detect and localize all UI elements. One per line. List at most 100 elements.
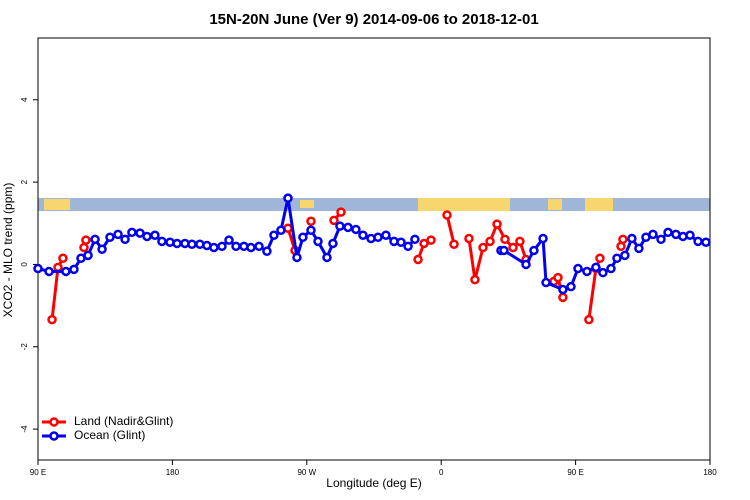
data-point (685, 230, 695, 240)
data-point (187, 239, 197, 250)
y-tick-label: 4 (20, 97, 29, 102)
data-point (701, 237, 711, 247)
data-point (627, 233, 637, 244)
data-point (269, 230, 279, 240)
data-point (648, 229, 658, 240)
y-axis-label: XCO2 - MLO trend (ppm) (1, 183, 15, 318)
data-point (656, 234, 666, 245)
data-point (500, 234, 510, 245)
data-point (663, 227, 673, 238)
data-point (83, 250, 93, 261)
x-tick-label: 90 W (297, 468, 316, 477)
data-point (217, 241, 227, 252)
data-point (573, 263, 583, 274)
chart-title: 15N-20N June (Ver 9) 2014-09-06 to 2018-… (209, 11, 538, 28)
plot-frame (37, 37, 711, 461)
data-point (373, 232, 383, 243)
data-point (396, 237, 406, 247)
data-point (329, 215, 339, 226)
data-point (335, 221, 345, 231)
data-point (515, 236, 525, 247)
data-point (419, 238, 429, 249)
data-point (693, 236, 703, 247)
legend-label: Ocean (Glint) (74, 428, 145, 442)
data-point (306, 225, 316, 236)
x-tick-label: 180 (703, 468, 717, 477)
x-tick-label: 90 E (567, 468, 583, 477)
data-point (44, 266, 54, 277)
data-point (298, 232, 308, 243)
legend-marker (49, 431, 59, 441)
data-point (464, 233, 474, 244)
data-point (262, 246, 272, 257)
data-point (426, 235, 436, 245)
data-point (113, 229, 123, 240)
data-point (292, 252, 302, 263)
data-point (69, 264, 79, 275)
data-point (150, 230, 160, 240)
legend-marker (49, 417, 59, 427)
data-point (413, 254, 423, 265)
legend-label: Land (Nadir&Glint) (74, 414, 173, 428)
data-point (558, 292, 568, 303)
map-strip (38, 198, 710, 211)
data-point (343, 222, 353, 233)
data-point (142, 231, 152, 242)
data-point (381, 230, 391, 240)
data-point (81, 235, 91, 245)
data-point (618, 234, 628, 245)
data-point (442, 210, 452, 220)
data-point (529, 245, 539, 256)
data-point (538, 233, 548, 244)
x-tick-label: 0 (439, 468, 444, 477)
data-point (508, 242, 518, 253)
data-point (33, 263, 43, 274)
data-point (591, 262, 601, 273)
x-tick-label: 90 E (30, 468, 46, 477)
data-point (157, 236, 167, 247)
data-point (276, 225, 286, 236)
data-point (336, 207, 346, 217)
y-tick-label: -2 (20, 343, 29, 351)
data-point (499, 245, 509, 256)
y-tick-label: 2 (20, 179, 29, 184)
x-tick-label: 180 (166, 468, 180, 477)
data-point (634, 243, 644, 254)
data-point (90, 234, 100, 245)
data-point (53, 262, 63, 273)
data-point (322, 252, 332, 263)
data-point (582, 266, 592, 277)
y-tick-label: -4 (20, 425, 29, 433)
data-point (283, 193, 293, 203)
data-point (485, 236, 495, 247)
data-point (403, 241, 413, 252)
data-point (351, 224, 361, 235)
data-point (224, 235, 234, 245)
data-point (606, 263, 616, 274)
data-point (328, 238, 338, 249)
data-point (620, 250, 630, 261)
data-point (306, 216, 316, 226)
data-point (595, 253, 605, 264)
data-point (135, 228, 145, 238)
data-point (231, 241, 241, 252)
data-point (584, 314, 594, 325)
data-point (449, 239, 459, 250)
data-point (127, 227, 137, 238)
data-point (521, 259, 531, 270)
data-point (612, 253, 622, 264)
data-point (553, 272, 563, 283)
data-point (246, 242, 256, 253)
data-point (313, 236, 323, 247)
data-point (105, 232, 115, 243)
data-point (410, 234, 420, 245)
data-point (566, 281, 576, 292)
data-point (470, 274, 480, 285)
data-point (47, 314, 57, 325)
data-point (558, 284, 568, 295)
data-point (254, 241, 264, 252)
data-point (478, 242, 488, 253)
data-point (172, 238, 182, 249)
